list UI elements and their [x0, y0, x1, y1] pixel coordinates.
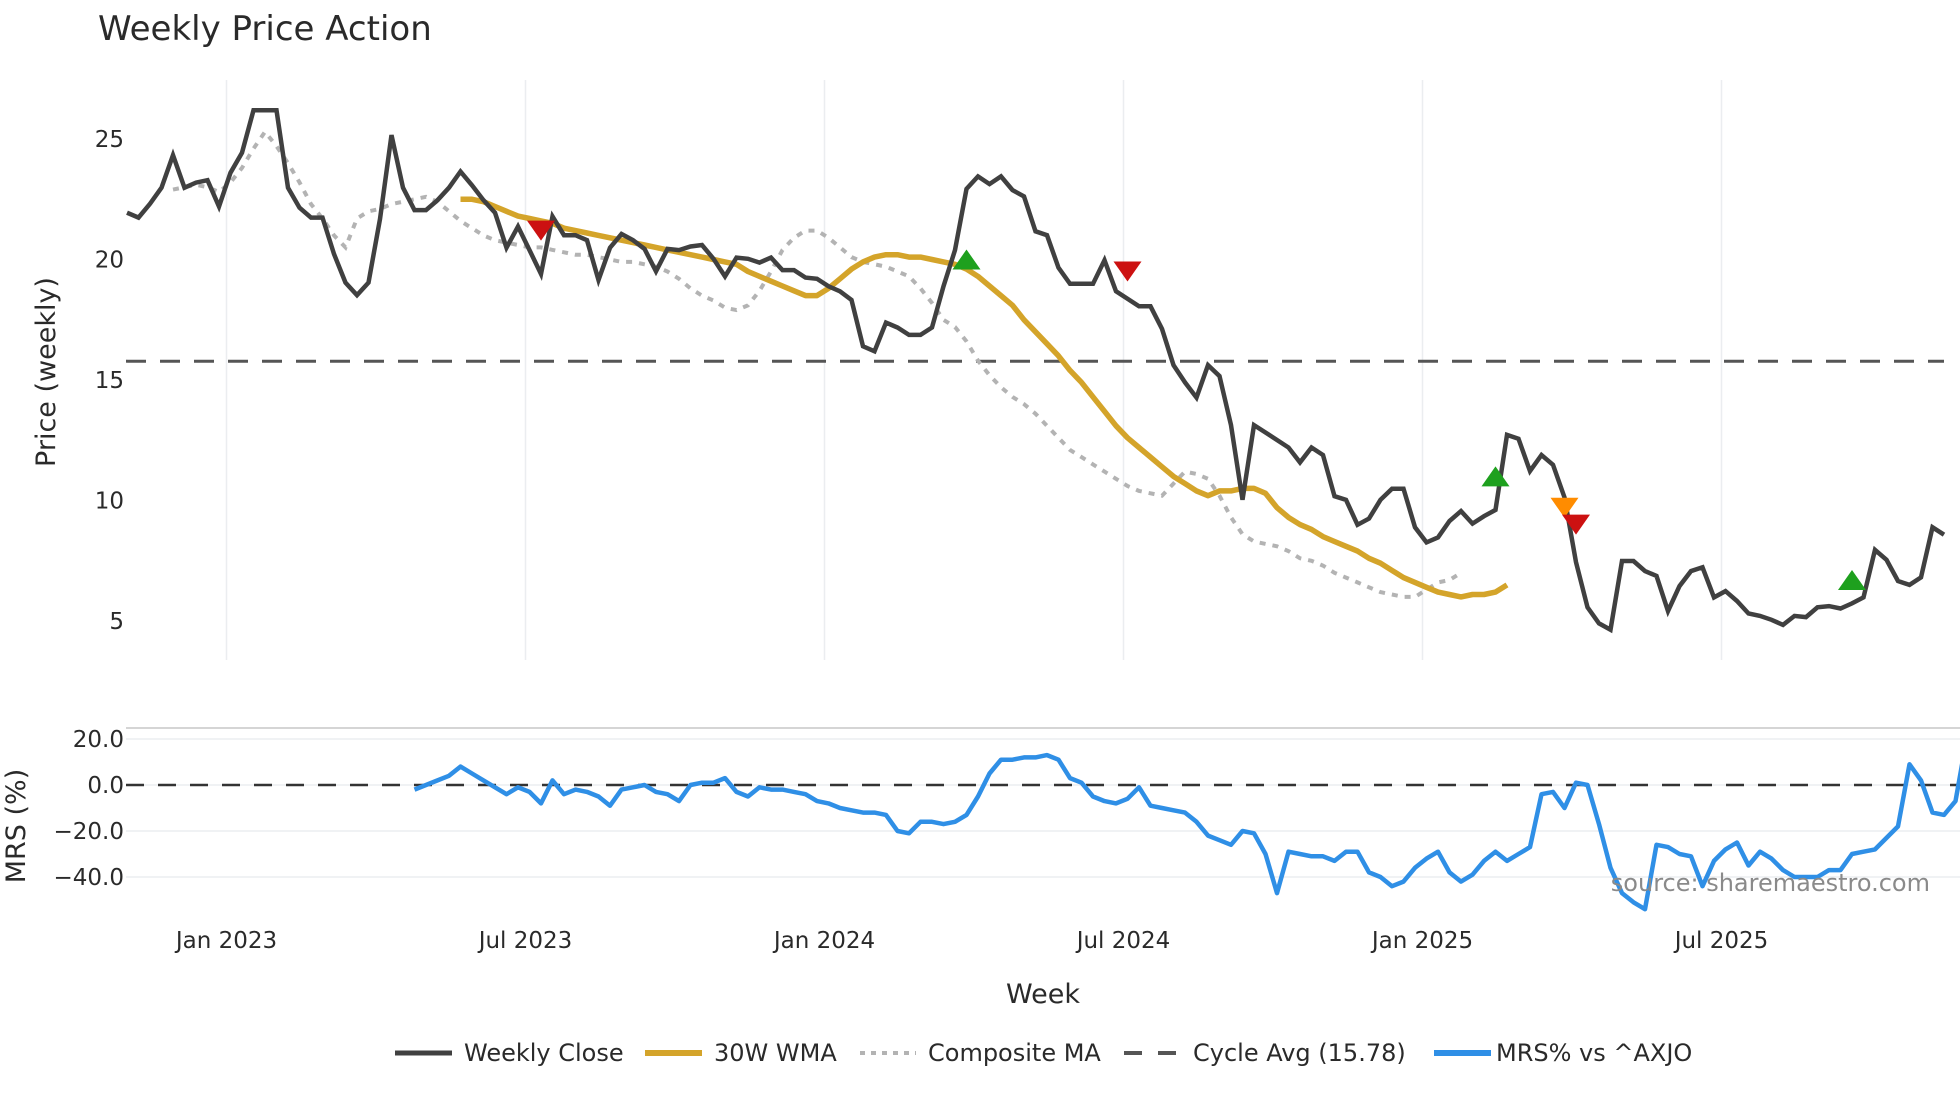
mrs-panel: 20.0 0.0 −20.0 −40.0 MRS (%) source: sharem…: [1, 727, 1960, 912]
price-gridlines: [225, 80, 1723, 660]
price-panel: 5 10 15 20 25 Price (weekly): [31, 80, 1946, 660]
mrs-y-tick-label: 0.0: [87, 773, 124, 799]
mrs-y-tick-label: 20.0: [73, 727, 124, 753]
price-y-tick-label: 5: [109, 609, 124, 635]
price-y-tick-label: 20: [95, 248, 124, 274]
warning-signal-icon: [1550, 497, 1579, 518]
legend-item-mrs[interactable]: MRS% vs ^AXJO: [1434, 1039, 1692, 1067]
legend-label-wma: 30W WMA: [714, 1039, 837, 1067]
mrs-y-axis-label: MRS (%): [1, 769, 32, 884]
x-tick-label: Jul 2025: [1673, 928, 1769, 954]
price-y-tick-label: 15: [95, 368, 124, 394]
composite-ma-line: [172, 128, 1463, 599]
weekly-close-line: [126, 108, 1946, 634]
sell-signal-icon: [1113, 261, 1142, 282]
signal-markers: [527, 220, 1866, 591]
price-y-ticks: 5 10 15 20 25: [95, 127, 124, 635]
x-tick-label: Jul 2023: [477, 928, 573, 954]
x-tick-label: Jan 2023: [174, 928, 277, 954]
x-tick-label: Jan 2025: [1370, 928, 1473, 954]
legend-item-composite-ma[interactable]: Composite MA: [860, 1039, 1101, 1067]
legend-item-wma[interactable]: 30W WMA: [645, 1039, 837, 1067]
legend: Weekly Close 30W WMA Composite MA Cycle …: [395, 1039, 1692, 1067]
legend-item-weekly-close[interactable]: Weekly Close: [395, 1039, 624, 1067]
sell-signal-icon: [527, 220, 555, 241]
buy-signal-icon: [1838, 570, 1866, 591]
mrs-line: [413, 752, 1960, 912]
price-y-tick-label: 10: [95, 489, 124, 515]
mrs-y-tick-label: −20.0: [54, 819, 124, 845]
legend-label-cycle: Cycle Avg (15.78): [1193, 1039, 1406, 1067]
x-tick-label: Jul 2024: [1075, 928, 1171, 954]
buy-signal-icon: [1481, 466, 1510, 487]
chart-title: Weekly Price Action: [98, 9, 432, 49]
source-annotation: source: sharemaestro.com: [1611, 869, 1930, 897]
mrs-y-ticks: 20.0 0.0 −20.0 −40.0: [54, 727, 124, 891]
legend-label-mrs: MRS% vs ^AXJO: [1496, 1039, 1692, 1067]
legend-label-composite: Composite MA: [928, 1039, 1101, 1067]
wma-30w-line: [460, 196, 1509, 600]
price-y-tick-label: 25: [95, 127, 124, 153]
legend-item-cycle-avg[interactable]: Cycle Avg (15.78): [1124, 1039, 1406, 1067]
buy-signal-icon: [952, 249, 981, 270]
mrs-y-tick-label: −40.0: [54, 865, 124, 891]
legend-label-close: Weekly Close: [464, 1039, 624, 1067]
sell-signal-icon: [1562, 514, 1590, 535]
price-y-axis-label: Price (weekly): [31, 277, 62, 467]
x-axis-ticks: Jan 2023 Jul 2023 Jan 2024 Jul 2024 Jan 2025…: [174, 928, 1768, 954]
x-axis-label: Week: [1006, 979, 1080, 1010]
x-tick-label: Jan 2024: [772, 928, 875, 954]
